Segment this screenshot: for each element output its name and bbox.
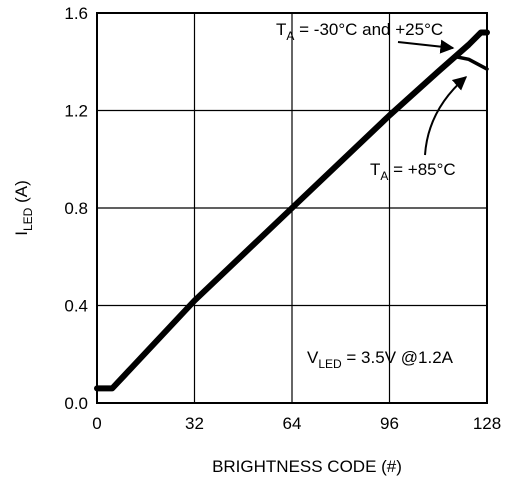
annotation-ta-cold-sub: A xyxy=(286,29,294,43)
annotation-ta-hot-pre: T xyxy=(370,160,380,179)
x-tick-label: 32 xyxy=(185,414,204,433)
annotation-ta-cold-pre: T xyxy=(276,20,286,39)
x-tick-label: 96 xyxy=(380,414,399,433)
annotation-vled-sub: LED xyxy=(318,357,342,371)
annotation-ta-hot: TA = +85°C xyxy=(370,160,456,183)
series-line-hot xyxy=(436,55,489,74)
y-tick-label: 1.6 xyxy=(64,4,88,23)
x-tick-label: 128 xyxy=(473,414,501,433)
tick-labels: 0 32 64 96 128 0.0 0.4 0.8 1.2 1.6 xyxy=(64,4,501,433)
series-group xyxy=(94,29,490,392)
x-tick-label: 64 xyxy=(283,414,302,433)
annotation-vled-pre: V xyxy=(307,348,319,367)
annotation-ta-cold-post: = -30°C and +25°C xyxy=(294,20,443,39)
annotation-ta-hot-post: = +85°C xyxy=(388,160,455,179)
annotation-vled: VLED = 3.5V @1.2A xyxy=(307,348,454,371)
x-axis-title: BRIGHTNESS CODE (#) xyxy=(212,457,402,476)
annotation-ta-hot-sub: A xyxy=(380,169,388,183)
y-tick-label: 0.8 xyxy=(64,199,88,218)
series-line-cold xyxy=(94,29,490,392)
annotation-vled-post: = 3.5V @1.2A xyxy=(342,348,454,367)
annotation-arrow-cold xyxy=(397,39,455,54)
x-tick-label: 0 xyxy=(92,414,101,433)
y-tick-label: 1.2 xyxy=(64,102,88,121)
annotation-arrow-hot xyxy=(424,76,468,156)
y-tick-label: 0.0 xyxy=(64,394,88,413)
y-axis-title-unit: (A) xyxy=(12,180,31,207)
plot-frame xyxy=(96,12,488,404)
y-axis-title-main: I xyxy=(12,231,31,236)
y-axis-title-sub: LED xyxy=(21,207,35,231)
y-tick-label: 0.4 xyxy=(64,297,88,316)
y-axis-title: ILED (A) xyxy=(12,180,35,235)
annotation-ta-cold: TA = -30°C and +25°C xyxy=(276,20,443,43)
